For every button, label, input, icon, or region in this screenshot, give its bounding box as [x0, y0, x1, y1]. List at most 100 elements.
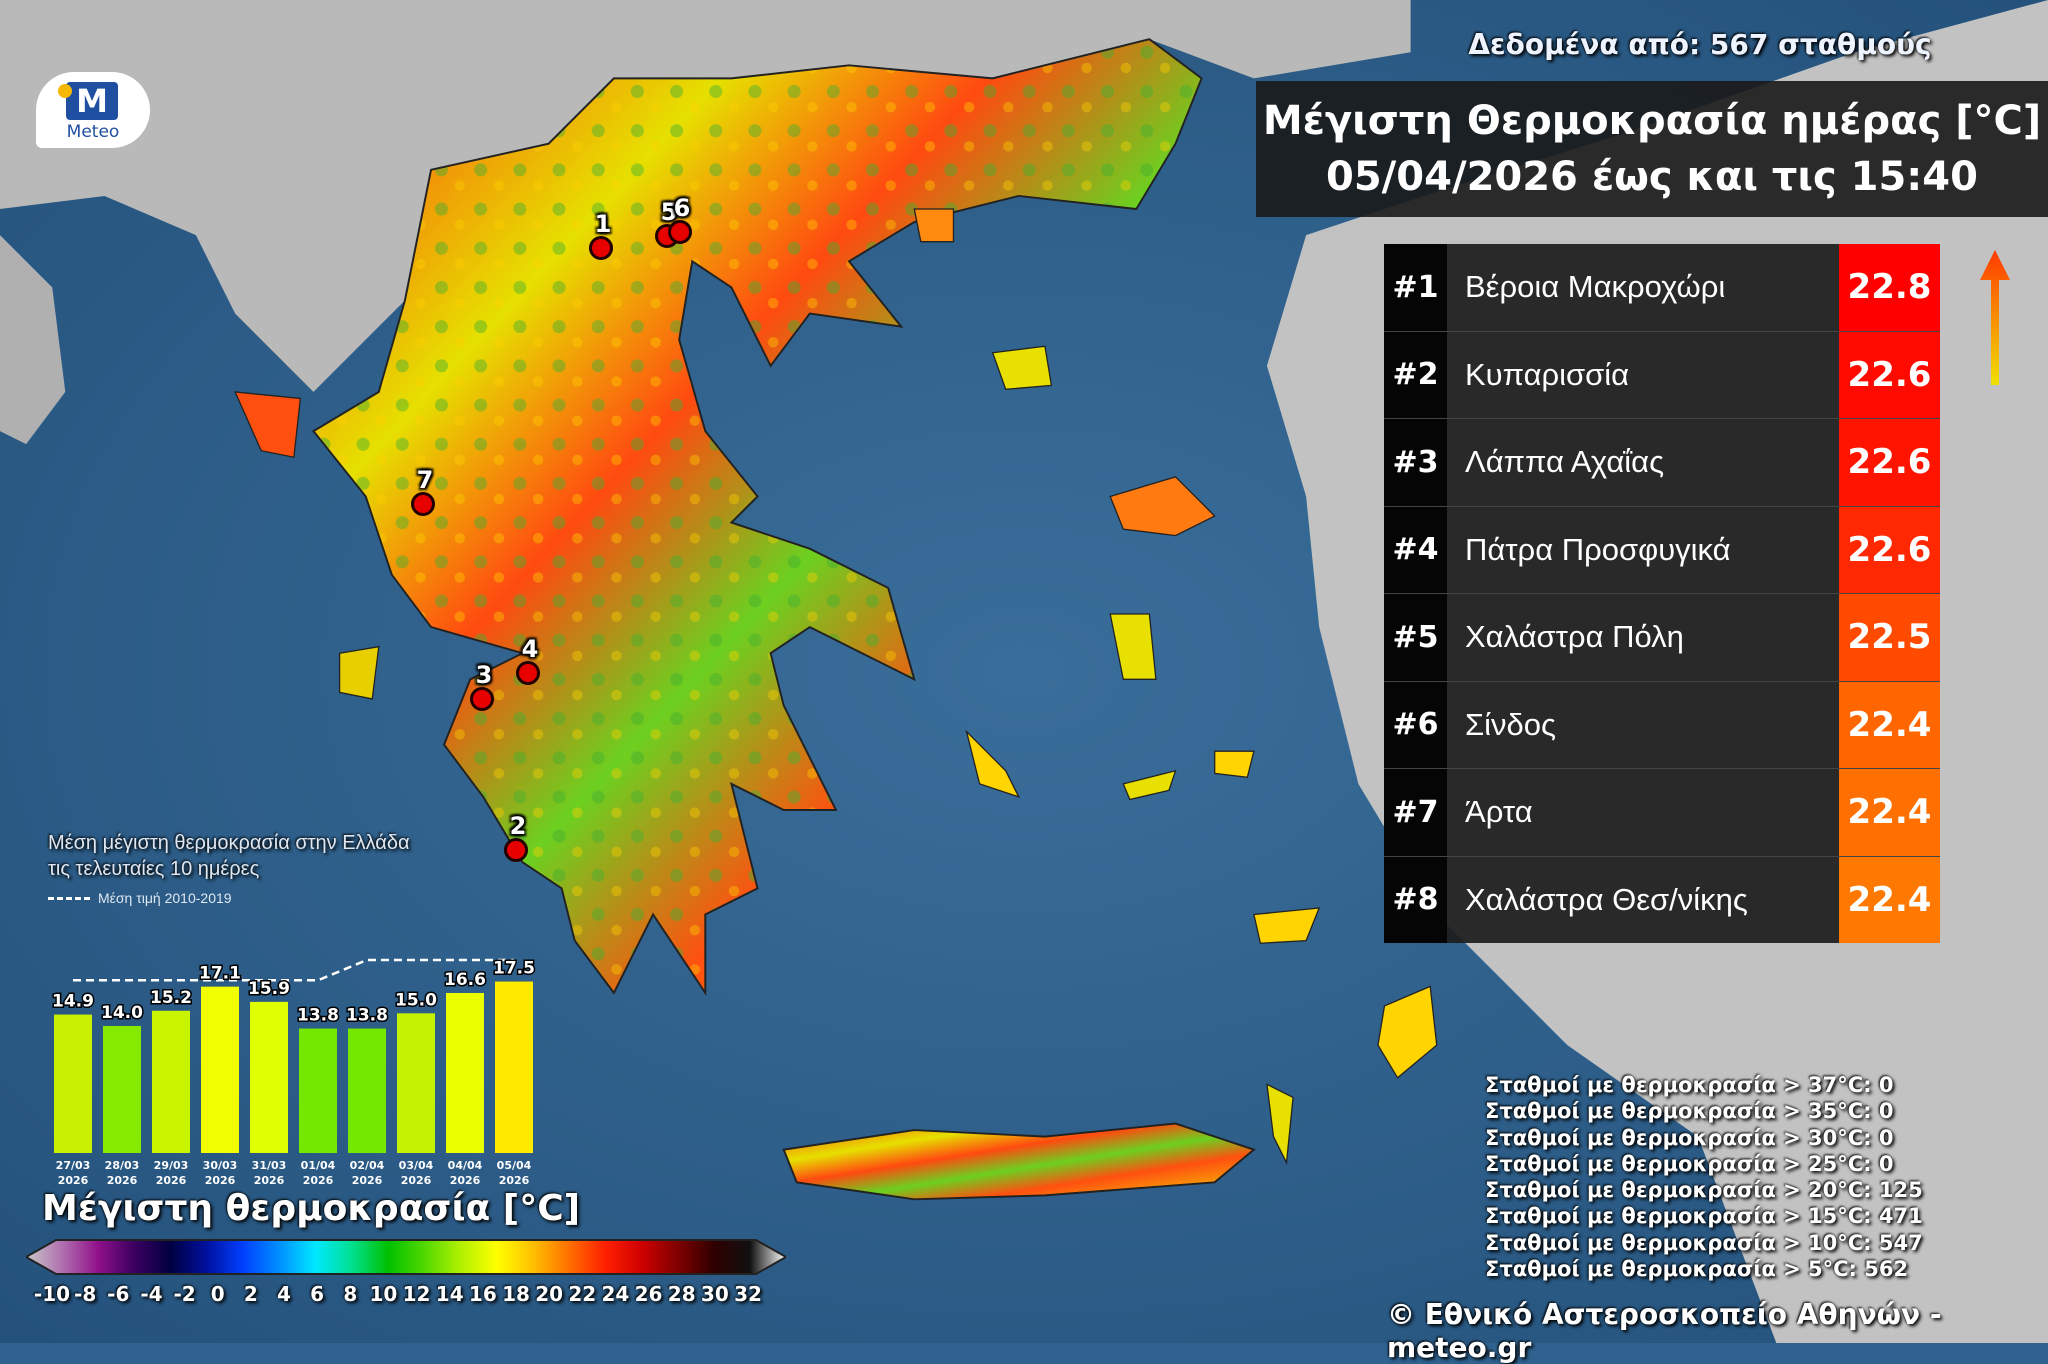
x-tick-label: 02/04 [350, 1159, 385, 1172]
marker-label: 6 [673, 194, 691, 222]
bar-label: 14.9 [52, 992, 94, 1012]
station-value: 22.4 [1839, 681, 1940, 768]
logo-text: Meteo [66, 122, 120, 142]
bar [348, 1028, 386, 1153]
bar-label: 16.6 [444, 970, 486, 990]
bar [495, 981, 533, 1153]
bar [201, 986, 239, 1153]
marker-label: 4 [521, 635, 539, 663]
x-tick-label: 05/04 [497, 1159, 532, 1172]
x-tick-label: 31/03 [252, 1159, 287, 1172]
ranking-row: #6 Σίνδος 22.4 [1384, 680, 1940, 768]
bar-label: 14.0 [101, 1003, 143, 1023]
station-name: Άρτα [1447, 769, 1839, 856]
sun-icon [58, 84, 72, 98]
x-tick-label: 2026 [156, 1174, 187, 1187]
x-tick-label: 2026 [58, 1174, 89, 1187]
station-value: 22.6 [1839, 331, 1940, 418]
x-tick-label: 28/03 [105, 1159, 140, 1172]
bar [103, 1026, 141, 1153]
colorbar-tick: 10 [369, 1282, 398, 1306]
colorbar-tick: 16 [468, 1282, 497, 1306]
rank: #7 [1384, 769, 1447, 856]
bar-label: 15.2 [150, 988, 192, 1008]
colorbar-tick: 30 [700, 1282, 729, 1306]
chart-legend: Μέση τιμή 2010-2019 [48, 890, 232, 906]
station-marker [411, 492, 435, 516]
x-tick-label: 27/03 [56, 1159, 91, 1172]
bar-label: 17.5 [493, 959, 535, 979]
colorbar-tick: 32 [734, 1282, 762, 1306]
rank: #8 [1384, 856, 1447, 943]
x-tick-label: 2026 [303, 1174, 334, 1187]
copyright: © Εθνικό Αστεροσκοπείο Αθηνών - meteo.gr [1387, 1298, 1942, 1364]
bar [446, 992, 484, 1153]
colorbar-tick: 28 [667, 1282, 696, 1306]
station-name: Βέροια Μακροχώρι [1447, 244, 1839, 331]
marker-label: 5 [660, 198, 678, 226]
colorbar-tick: -10 [33, 1282, 71, 1306]
ranking-row: #7 Άρτα 22.4 [1384, 768, 1940, 856]
station-name: Χαλάστρα Θεσ/νίκης [1447, 856, 1839, 943]
station-stats: Σταθμοί με θερμοκρασία > 37°C: 0 Σταθμοί … [1485, 1072, 1923, 1282]
x-tick-label: 03/04 [399, 1159, 434, 1172]
station-name: Σίνδος [1447, 681, 1839, 768]
x-tick-label: 30/03 [203, 1159, 238, 1172]
stat-line: Σταθμοί με θερμοκρασία > 15°C: 471 [1485, 1204, 1923, 1229]
station-marker [589, 236, 613, 260]
meteo-logo: M Meteo [36, 72, 150, 148]
bar-chart: 14.9 27/03 2026 14.0 28/03 2026 15.2 29/03 2026 1… [51, 957, 537, 1187]
station-name: Κυπαρισσία [1447, 331, 1839, 418]
dashed-line-swatch [48, 896, 90, 900]
colorbar-tick: -8 [74, 1282, 97, 1306]
bar-label: 13.8 [297, 1006, 339, 1026]
chart-title-line2: τις τελευταίες 10 ημέρες [48, 858, 260, 880]
station-name: Λάππα Αχαΐας [1447, 419, 1839, 506]
colorbar-tick: 22 [568, 1282, 597, 1306]
station-value: 22.6 [1839, 506, 1940, 593]
marker-label: 3 [475, 661, 493, 689]
map-date: 05/04/2026 έως και τις 15:40 [1326, 154, 1978, 200]
colorbar-tick: 24 [601, 1282, 630, 1306]
bar-label: 17.1 [199, 964, 241, 984]
colorbar-title: Μέγιστη θερμοκρασία [°C] [42, 1188, 581, 1229]
rank: #2 [1384, 331, 1447, 418]
rank: #6 [1384, 681, 1447, 768]
bar-label: 15.0 [395, 990, 437, 1010]
stat-line: Σταθμοί με θερμοκρασία > 10°C: 547 [1485, 1230, 1923, 1255]
rank: #5 [1384, 594, 1447, 681]
bar [397, 1013, 435, 1153]
rank: #3 [1384, 419, 1447, 506]
station-marker [516, 661, 540, 685]
colorbar-tick: 4 [277, 1282, 291, 1306]
title-box: Μέγιστη Θερμοκρασία ημέρας [°C] 05/04/20… [1256, 81, 2048, 217]
ranking-row: #5 Χαλάστρα Πόλη 22.5 [1384, 593, 1940, 681]
stat-line: Σταθμοί με θερμοκρασία > 35°C: 0 [1485, 1099, 1894, 1124]
x-tick-label: 2026 [205, 1174, 236, 1187]
station-marker [668, 220, 692, 244]
colorbar-tick: 26 [634, 1282, 663, 1306]
colorbar-ticks: -10 -8 -6 -4 -2 0 2 4 6 8 10 12 14 16 18 20 22 24 26 28 30 32 [30, 1282, 770, 1312]
map-title: Μέγιστη Θερμοκρασία ημέρας [°C] [1262, 98, 2042, 144]
marker-label: 7 [416, 466, 434, 494]
stat-line: Σταθμοί με θερμοκρασία > 37°C: 0 [1485, 1073, 1894, 1097]
colorbar [26, 1239, 786, 1275]
colorbar-tick: 0 [210, 1282, 225, 1306]
chart-title: Μέση μέγιστη θερμοκρασία στην Ελλάδα τις… [48, 830, 410, 882]
colorbar-tick: -4 [140, 1282, 163, 1306]
colorbar-tick: -6 [107, 1282, 130, 1306]
bar-label: 15.9 [248, 979, 290, 999]
colorbar-tick: 20 [535, 1282, 564, 1306]
arrow-up-icon [1980, 250, 2010, 385]
greece-land [234, 38, 1438, 1201]
logo-mark: M [66, 82, 118, 120]
bar [54, 1014, 92, 1153]
ranking-row: #8 Χαλάστρα Θεσ/νίκης 22.4 [1384, 855, 1940, 943]
x-tick-label: 2026 [450, 1174, 481, 1187]
chart-title-line1: Μέση μέγιστη θερμοκρασία στην Ελλάδα [48, 832, 410, 854]
marker-label: 2 [509, 812, 527, 840]
legend-label: Μέση τιμή 2010-2019 [98, 890, 232, 906]
station-ranking-table: #1 Βέροια Μακροχώρι 22.8 #2 Κυπαρισσία 22.6 #3… [1384, 244, 1940, 943]
station-marker [470, 687, 494, 711]
rank: #4 [1384, 506, 1447, 593]
